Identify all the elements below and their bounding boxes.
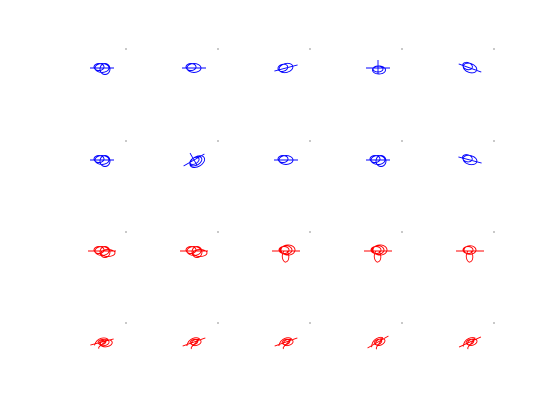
glyph-stroke: [90, 155, 114, 167]
glyph-stroke: [88, 246, 116, 258]
marker-dot-r2-c4: [401, 140, 403, 142]
marker-dot-r1-c5: [493, 48, 495, 50]
marker-dot-r4-c4: [401, 322, 403, 324]
glyph-r1-c5: [458, 61, 482, 74]
marker-dot-r1-c1: [125, 48, 127, 50]
glyph-r4-c1: [90, 337, 114, 349]
marker-dot-r1-c3: [309, 48, 311, 50]
glyph-r2-c5: [458, 154, 482, 166]
marker-dot-r2-c5: [493, 140, 495, 142]
marker-dot-r4-c1: [125, 322, 127, 324]
glyph-r3-c3: [272, 244, 300, 263]
glyph-r2-c2: [183, 152, 206, 168]
glyph-stroke: [458, 154, 482, 166]
marker-dot-r3-c3: [309, 231, 311, 233]
glyph-r1-c4: [366, 60, 390, 75]
glyph-r2-c1: [90, 155, 114, 167]
glyph-stroke: [274, 155, 298, 165]
glyph-stroke: [274, 337, 298, 350]
glyph-r4-c4: [367, 335, 389, 350]
glyph-stroke: [182, 337, 206, 350]
glyph-stroke: [367, 335, 389, 350]
glyph-stroke: [183, 152, 206, 168]
marker-dot-r2-c3: [309, 140, 311, 142]
glyph-r4-c2: [182, 337, 206, 350]
glyph-r3-c5: [456, 245, 484, 263]
glyph-stroke: [90, 337, 114, 349]
glyph-r1-c1: [90, 63, 114, 75]
marker-dot-r1-c2: [217, 48, 219, 50]
glyph-stroke: [182, 63, 206, 73]
glyph-stroke: [458, 336, 482, 350]
glyph-r3-c2: [180, 246, 208, 258]
glyph-stroke: [274, 62, 298, 74]
glyph-r1-c2: [182, 63, 206, 73]
glyph-r2-c3: [274, 155, 298, 165]
marker-dot-r2-c1: [125, 140, 127, 142]
marker-dot-r4-c5: [493, 322, 495, 324]
glyph-stroke: [458, 61, 482, 74]
glyph-stroke: [272, 244, 300, 263]
glyph-stroke: [180, 246, 208, 258]
glyph-stroke: [456, 245, 484, 263]
glyph-r3-c1: [88, 246, 116, 258]
marker-dot-r2-c2: [217, 140, 219, 142]
glyph-stroke: [366, 155, 390, 167]
marker-dot-r3-c5: [493, 231, 495, 233]
marker-dot-r4-c3: [309, 322, 311, 324]
glyph-stroke: [364, 244, 392, 263]
glyph-r4-c5: [458, 336, 482, 350]
marker-dot-r1-c4: [401, 48, 403, 50]
marker-dot-r3-c1: [125, 231, 127, 233]
glyph-r3-c4: [364, 244, 392, 263]
marker-dot-r4-c2: [217, 322, 219, 324]
glyph-r1-c3: [274, 62, 298, 74]
marker-dot-r3-c2: [217, 231, 219, 233]
marker-dot-r3-c4: [401, 231, 403, 233]
glyph-r4-c3: [274, 337, 298, 350]
glyph-r2-c4: [366, 155, 390, 167]
glyph-stroke: [90, 63, 114, 75]
glyph-stroke: [366, 60, 390, 75]
